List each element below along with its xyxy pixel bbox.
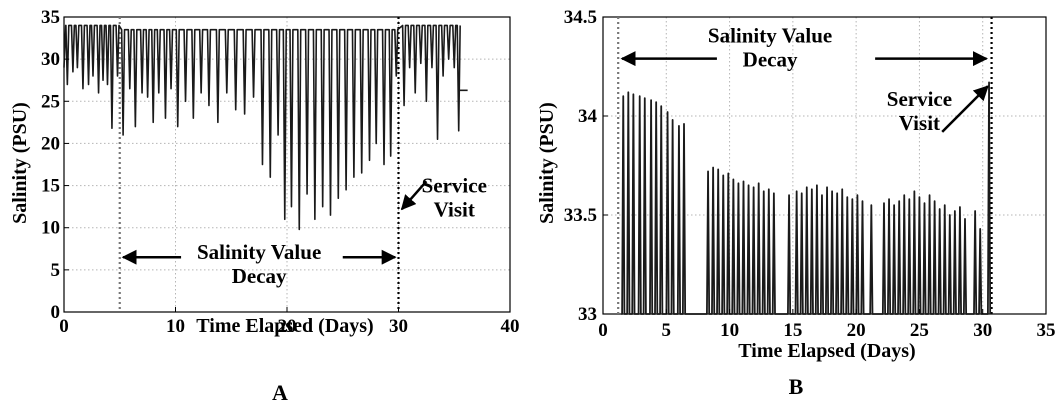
panel-b-x-tick-30: 30 <box>973 320 992 341</box>
panel-b-x-tick-20: 20 <box>847 320 866 341</box>
panel-a-y-tick-10: 10 <box>41 218 60 239</box>
panel-b-annotation-1: Salinity Value Decay <box>708 24 832 72</box>
panel-a-y-tick-15: 15 <box>41 176 60 197</box>
panel-a-y-axis-label: Salinity (PSU) <box>9 102 31 224</box>
panel-a-chart: 0 10 20 30 40 0 5 10 15 20 25 30 35 Salinity Value D… <box>9 7 520 405</box>
panel-b-annotation-2: Service Visit <box>887 87 952 135</box>
panel-a-annotation-2-line-1: Service <box>422 173 487 197</box>
panel-b-x-tick-35: 35 <box>1037 320 1056 341</box>
panel-a-x-tick-10: 10 <box>166 316 185 337</box>
panel-a-x-tick-20: 20 <box>278 316 297 337</box>
panel-b-grid <box>602 16 1047 315</box>
panel-b-y-ticks: 33 33.5 34 34.5 <box>564 7 608 325</box>
panel-a-label: A <box>272 380 288 405</box>
panel-b-x-tick-5: 5 <box>662 320 672 341</box>
panel-a-annotation-1: Salinity Value Decay <box>197 240 321 288</box>
panel-b-annotation-2-line-2: Visit <box>899 111 940 135</box>
panel-a-x-tick-40: 40 <box>501 316 520 337</box>
panel-b-x-tick-15: 15 <box>783 320 802 341</box>
panel-b-x-tick-0: 0 <box>598 320 608 341</box>
panel-b-series <box>621 81 992 315</box>
panel-b-annotations: Salinity Value Decay Service Visit <box>620 24 989 135</box>
panel-b-x-tick-25: 25 <box>910 320 929 341</box>
panel-b-chart: 0 5 10 15 20 25 30 35 33 33.5 34 34.5 Salinity Val… <box>536 7 1056 399</box>
panel-b-annotation-2-line-1: Service <box>887 87 952 111</box>
panel-a-x-tick-30: 30 <box>389 316 408 337</box>
panel-a-annotation-2: Service Visit <box>422 173 487 221</box>
panel-a-arrow-3 <box>400 180 428 211</box>
panel-a-y-tick-35: 35 <box>41 7 60 28</box>
panel-a-annotation-2-line-2: Visit <box>434 197 475 221</box>
panel-a-salinity-line <box>63 24 461 231</box>
panel-b-x-ticks: 0 5 10 15 20 25 30 35 <box>598 309 1056 341</box>
panel-a-x-axis-label: Time Elapsed (Days) <box>196 315 373 337</box>
panel-a-y-tick-30: 30 <box>41 49 60 70</box>
panel-b-x-axis-label: Time Elapsed (Days) <box>738 340 915 362</box>
panel-a-y-tick-20: 20 <box>41 133 60 154</box>
panel-a-x-tick-0: 0 <box>59 316 69 337</box>
panel-a-reference-lines <box>118 17 400 312</box>
panel-b-label: B <box>789 374 804 399</box>
panel-b-x-tick-10: 10 <box>720 320 739 341</box>
panel-b-y-tick-33: 33 <box>578 304 597 325</box>
panel-a-annotations: Salinity Value Decay Service Visit <box>121 173 487 288</box>
panel-a-annotation-1-line-2: Decay <box>232 264 287 288</box>
panel-b-y-tick-34.5: 34.5 <box>564 7 597 28</box>
panel-b-y-axis-label: Salinity (PSU) <box>536 102 558 224</box>
panel-a-series <box>63 24 468 231</box>
panel-a-y-ticks: 0 5 10 15 20 25 30 35 <box>41 7 69 323</box>
panel-a-annotation-1-line-1: Salinity Value <box>197 240 321 264</box>
panel-a-y-tick-25: 25 <box>41 91 60 112</box>
panel-a-x-ticks: 0 10 20 30 40 <box>59 307 520 337</box>
panel-b-salinity-line <box>621 81 992 315</box>
panel-b-y-tick-34: 34 <box>578 106 598 127</box>
panel-a-y-tick-0: 0 <box>51 302 61 323</box>
panel-b-arrow-3 <box>941 85 989 133</box>
panel-b-annotation-1-line-2: Decay <box>743 48 798 72</box>
panel-a-y-tick-5: 5 <box>51 260 61 281</box>
panel-b-y-tick-33.5: 33.5 <box>564 205 597 226</box>
panel-b-annotation-1-line-1: Salinity Value <box>708 24 832 48</box>
